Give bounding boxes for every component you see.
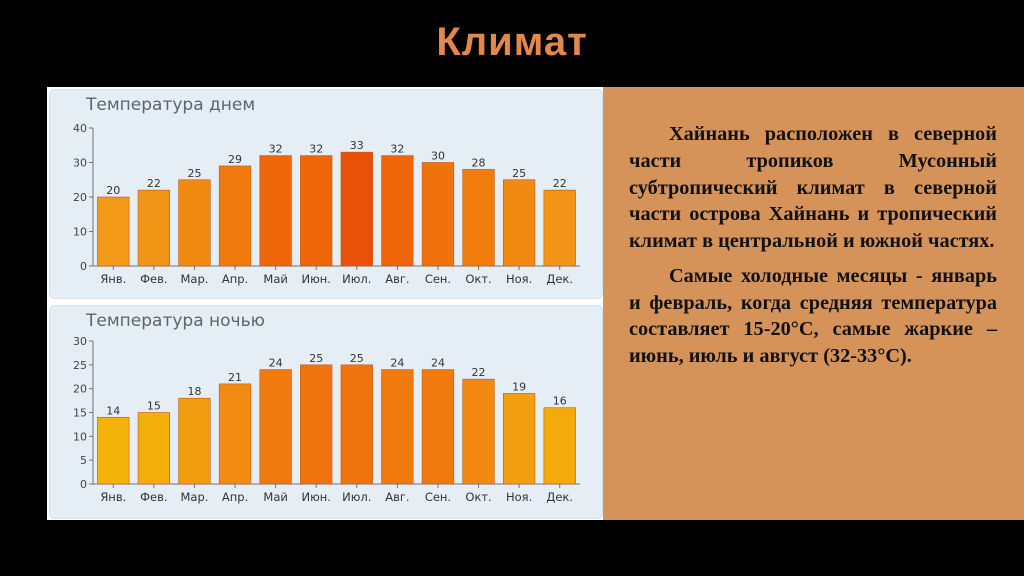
y-tick-label: 20 [73, 383, 87, 396]
y-tick-label: 10 [73, 226, 87, 239]
x-tick-label: Авг. [385, 490, 409, 504]
y-tick-label: 5 [80, 454, 87, 467]
y-tick-label: 40 [73, 122, 87, 135]
bar-value-label: 25 [309, 352, 323, 365]
x-tick-label: Июл. [342, 272, 371, 286]
night-chart-plot: 0 5 10 15 20 25 30 14 Янв. 15 Фев. 18 Мар. 21 Апр. 24 Ма… [73, 335, 580, 504]
slide-title: Климат [436, 20, 588, 64]
x-tick-label: Июн. [301, 490, 330, 504]
bar [502, 179, 536, 267]
y-tick-label: 0 [80, 260, 87, 273]
x-tick-label: Ноя. [506, 272, 532, 286]
night-temperature-chart: Температура ночью 0 5 10 15 20 25 30 14 Янв. 15 Фе… [49, 305, 603, 519]
bar-value-label: 25 [350, 352, 364, 365]
bar [137, 412, 171, 485]
y-tick-label: 0 [80, 478, 87, 491]
text-panel: Хайнань расположен в северной части троп… [603, 87, 1024, 520]
x-tick-label: Дек. [546, 272, 573, 286]
bar-value-label: 16 [553, 395, 567, 408]
x-tick-label: Мар. [180, 490, 208, 504]
bar-value-label: 32 [390, 143, 404, 156]
x-tick-label: Янв. [100, 490, 126, 504]
bar [218, 165, 252, 267]
bar [300, 364, 333, 485]
bar-value-label: 25 [187, 167, 201, 180]
bar-value-label: 22 [553, 177, 567, 190]
bar-value-label: 15 [147, 400, 161, 413]
bar [462, 378, 495, 485]
bar [421, 162, 455, 267]
bar-value-label: 25 [512, 167, 526, 180]
bar-value-label: 32 [269, 143, 283, 156]
y-tick-label: 25 [73, 359, 87, 372]
x-tick-label: Апр. [222, 272, 248, 286]
x-tick-label: Фев. [140, 490, 167, 504]
bar [502, 393, 536, 485]
chart-title: Температура днем [86, 95, 256, 115]
bar-value-label: 24 [269, 357, 283, 370]
bar [218, 383, 252, 485]
y-tick-label: 30 [73, 157, 87, 170]
bar [543, 189, 576, 267]
bar-value-label: 22 [472, 366, 486, 379]
x-tick-label: Авг. [385, 272, 409, 286]
bar [421, 369, 455, 485]
bar-value-label: 30 [431, 150, 445, 163]
bar-value-label: 18 [187, 385, 201, 398]
bar [340, 151, 373, 267]
bar [97, 196, 130, 267]
bar [259, 369, 292, 485]
bar-value-label: 32 [309, 143, 323, 156]
bar-value-label: 21 [228, 371, 242, 384]
chart-title: Температура ночью [86, 311, 265, 331]
x-tick-label: Июл. [342, 490, 371, 504]
y-tick-label: 30 [73, 335, 87, 348]
bar [259, 155, 292, 267]
bar-value-label: 20 [106, 184, 120, 197]
bar-value-label: 29 [228, 153, 242, 166]
y-tick-label: 10 [73, 430, 87, 443]
x-tick-label: Дек. [546, 490, 573, 504]
bar-value-label: 28 [472, 156, 486, 169]
x-tick-label: Сен. [425, 272, 451, 286]
day-temperature-chart: Температура днем 0 10 20 30 40 20 Янв. 22 Фев. 25… [49, 89, 603, 299]
bar [137, 189, 171, 267]
bar-value-label: 19 [512, 380, 526, 393]
x-tick-label: Фев. [140, 272, 167, 286]
bar [97, 416, 130, 485]
climate-paragraph-2: Самые холодные месяцы - январь и февраль… [629, 264, 997, 368]
x-tick-label: Ноя. [506, 490, 532, 504]
x-tick-label: Июн. [301, 272, 330, 286]
x-tick-label: Окт. [465, 490, 491, 504]
bar [178, 397, 211, 485]
x-tick-label: Мар. [180, 272, 208, 286]
x-tick-label: Апр. [222, 490, 248, 504]
y-tick-label: 15 [73, 407, 87, 420]
bar [340, 364, 373, 485]
bar-value-label: 24 [431, 357, 445, 370]
bar-value-label: 22 [147, 177, 161, 190]
bar [381, 155, 414, 267]
bar [462, 169, 495, 267]
charts-panel: Температура днем 0 10 20 30 40 20 Янв. 22 Фев. 25… [47, 87, 603, 520]
x-tick-label: Сен. [425, 490, 451, 504]
bar [381, 369, 414, 485]
bar-value-label: 24 [390, 357, 404, 370]
y-tick-label: 20 [73, 191, 87, 204]
bar-value-label: 14 [106, 404, 120, 417]
bar [178, 179, 211, 267]
x-tick-label: Май [263, 490, 287, 504]
x-tick-label: Май [263, 272, 287, 286]
bar [543, 407, 576, 485]
x-tick-label: Окт. [465, 272, 491, 286]
bar-value-label: 33 [350, 139, 364, 152]
climate-paragraph-1: Хайнань расположен в северной части троп… [629, 123, 997, 253]
bar [300, 155, 333, 267]
day-chart-plot: 0 10 20 30 40 20 Янв. 22 Фев. 25 Мар. 29 Апр. 32 Май 32… [73, 122, 580, 286]
x-tick-label: Янв. [100, 272, 126, 286]
